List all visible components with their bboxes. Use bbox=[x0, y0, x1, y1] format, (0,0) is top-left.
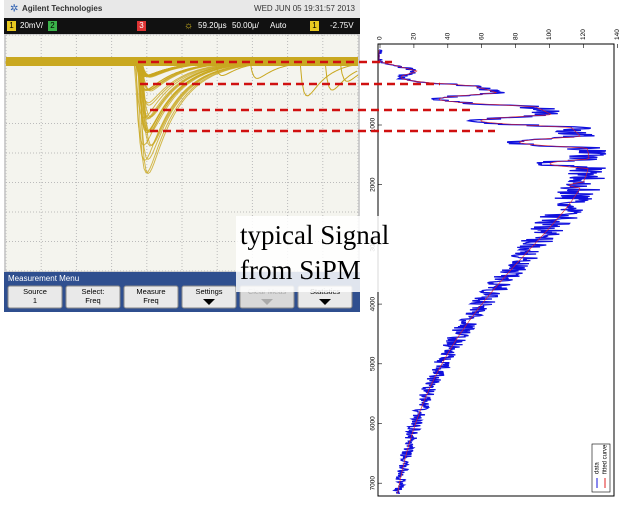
left-tick-label: 6000 bbox=[370, 416, 377, 431]
button-label: Settings bbox=[195, 287, 222, 296]
trigger-level: -2.75V bbox=[330, 21, 354, 30]
button-label: Select: bbox=[82, 287, 105, 296]
left-tick-label: 4000 bbox=[370, 296, 377, 311]
ch2: 2 bbox=[50, 21, 55, 30]
left-tick-label: 7000 bbox=[370, 476, 377, 491]
left-tick-label: 2000 bbox=[370, 177, 377, 192]
mode: Auto bbox=[270, 21, 287, 30]
top-tick-label: 80 bbox=[512, 32, 519, 40]
caption-line: typical Signal bbox=[240, 220, 389, 250]
hist-frame bbox=[378, 44, 614, 496]
top-tick-label: 0 bbox=[377, 36, 384, 40]
figure: ✲ Agilent Technologies WED JUN 05 19:31:… bbox=[0, 0, 624, 502]
trigger-ch: 1 bbox=[312, 21, 317, 30]
page: ✲ Agilent Technologies WED JUN 05 19:31:… bbox=[0, 0, 624, 502]
legend-fit: fitted curve bbox=[603, 444, 609, 474]
top-tick-label: 100 bbox=[546, 29, 553, 40]
delay: 59.20µs bbox=[198, 21, 227, 30]
button-value: Freq bbox=[85, 296, 100, 305]
brand: Agilent Technologies bbox=[22, 4, 103, 13]
status-bar bbox=[4, 18, 360, 34]
top-tick-label: 140 bbox=[614, 29, 621, 40]
datetime: WED JUN 05 19:31:57 2013 bbox=[254, 4, 355, 13]
top-tick-label: 20 bbox=[411, 32, 418, 40]
left-tick-label: 5000 bbox=[370, 356, 377, 371]
top-tick-label: 60 bbox=[478, 32, 485, 40]
top-tick-label: 120 bbox=[580, 29, 587, 40]
ch1-scale: 20mV/ bbox=[20, 21, 44, 30]
caption-line: from SiPM bbox=[240, 255, 361, 285]
timebase: 50.00µ/ bbox=[232, 21, 260, 30]
button-label: Measure bbox=[136, 287, 165, 296]
button-label: Source bbox=[23, 287, 47, 296]
logo: ✲ bbox=[10, 4, 18, 15]
ch3: 3 bbox=[139, 21, 144, 30]
button-value: Freq bbox=[143, 296, 158, 305]
legend-data: data bbox=[595, 462, 601, 474]
button-value: 1 bbox=[33, 296, 37, 305]
delay-icon: ☼ bbox=[184, 21, 193, 32]
ch1: 1 bbox=[9, 21, 14, 30]
menu-title: Measurement Menu bbox=[8, 274, 79, 283]
top-tick-label: 40 bbox=[445, 32, 452, 40]
